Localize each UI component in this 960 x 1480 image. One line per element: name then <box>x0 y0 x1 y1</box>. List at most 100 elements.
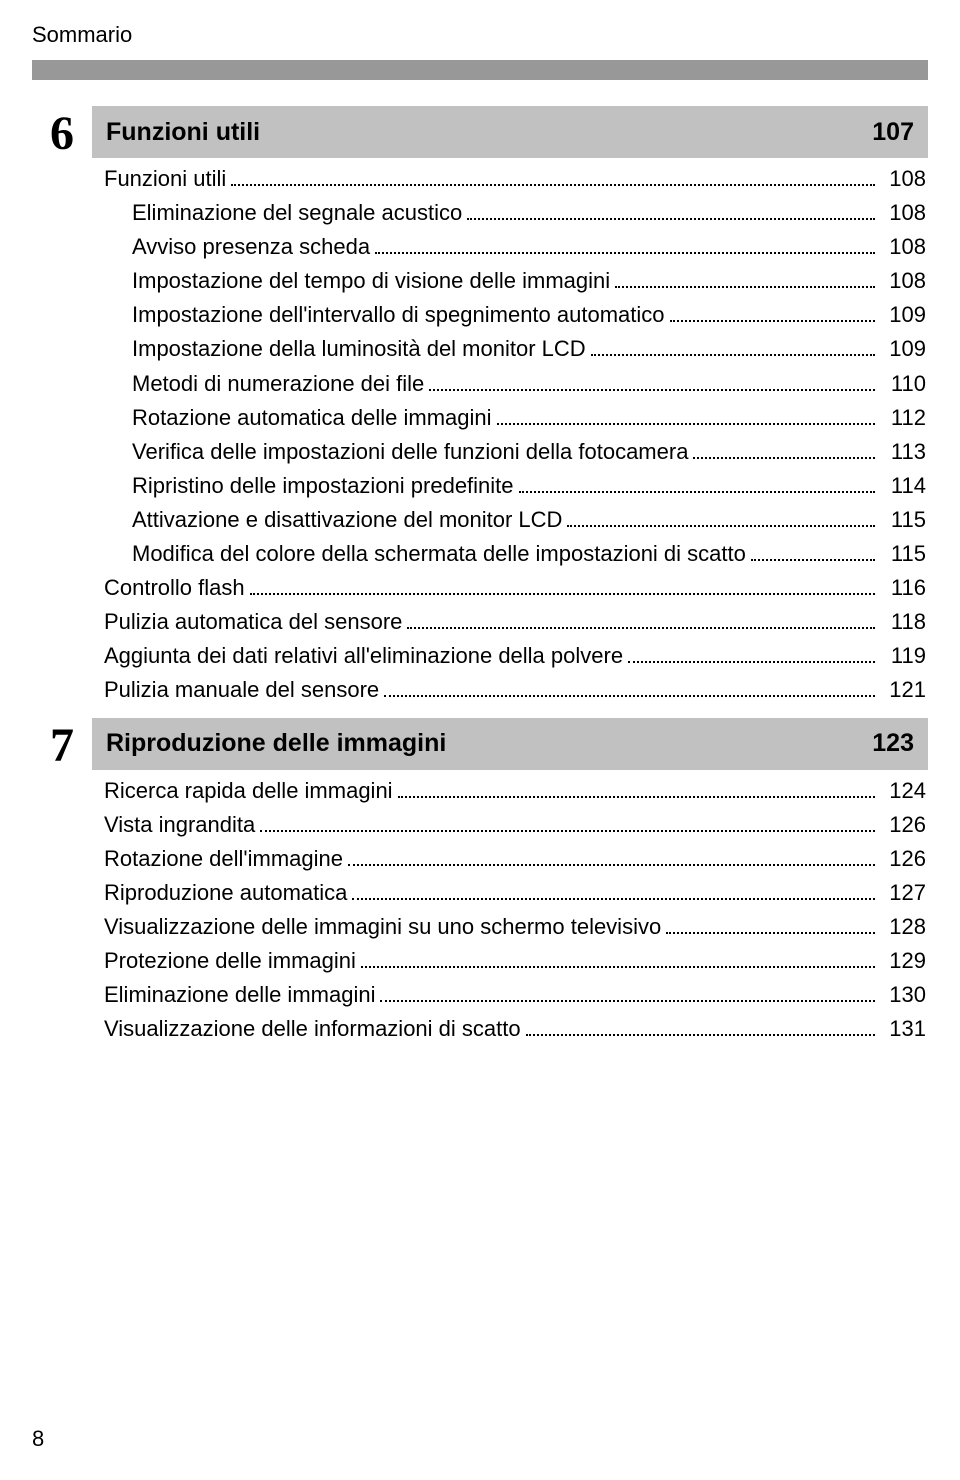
page-number: 8 <box>32 1426 44 1452</box>
section-title-bar: Funzioni utili 107 <box>92 106 928 158</box>
toc-entry: Aggiunta dei dati relativi all'eliminazi… <box>104 639 926 673</box>
toc-entry-page: 130 <box>880 978 926 1012</box>
section-header: 6 Funzioni utili 107 <box>32 106 928 158</box>
toc-leader-dots <box>407 609 875 629</box>
toc-entry: Impostazione della luminosità del monito… <box>104 332 926 366</box>
toc-entry: Controllo flash 116 <box>104 571 926 605</box>
toc-leader-dots <box>361 948 875 968</box>
toc-leader-dots <box>467 200 875 220</box>
toc-entry-page: 115 <box>880 503 926 537</box>
toc-entry-page: 114 <box>880 469 926 503</box>
toc-leader-dots <box>429 371 875 391</box>
toc-entry: Protezione delle immagini 129 <box>104 944 926 978</box>
toc-entry: Impostazione del tempo di visione delle … <box>104 264 926 298</box>
toc-entry-page: 129 <box>880 944 926 978</box>
toc-entry: Eliminazione del segnale acustico108 <box>104 196 926 230</box>
section-page: 107 <box>872 118 914 147</box>
toc-entry-page: 118 <box>880 605 926 639</box>
toc-leader-dots <box>231 166 875 186</box>
toc-entry-label: Ricerca rapida delle immagini <box>104 774 393 808</box>
toc-entry-page: 112 <box>880 401 926 435</box>
toc-leader-dots <box>260 812 875 832</box>
toc-entry: Pulizia automatica del sensore 118 <box>104 605 926 639</box>
toc-leader-dots <box>615 268 875 288</box>
toc-entry-page: 108 <box>880 162 926 196</box>
toc-list: Funzioni utili108Eliminazione del segnal… <box>32 162 928 708</box>
section-header: 7Riproduzione delle immagini123 <box>32 718 928 770</box>
toc-entry: Attivazione e disattivazione del monitor… <box>104 503 926 537</box>
toc-entry: Visualizzazione delle informazioni di sc… <box>104 1012 926 1046</box>
toc-entry: Pulizia manuale del sensore 121 <box>104 673 926 707</box>
toc-entry: Vista ingrandita 126 <box>104 808 926 842</box>
toc-entry-page: 127 <box>880 876 926 910</box>
toc-leader-dots <box>380 982 875 1002</box>
toc-entry-label: Riproduzione automatica <box>104 876 347 910</box>
toc-leader-dots <box>751 541 875 561</box>
toc-entry-label: Protezione delle immagini <box>104 944 356 978</box>
toc-entry-label: Controllo flash <box>104 571 245 605</box>
toc-entry-label: Eliminazione delle immagini <box>104 978 375 1012</box>
toc-leader-dots <box>591 337 875 357</box>
toc-entry: Avviso presenza scheda108 <box>104 230 926 264</box>
toc-entry-page: 108 <box>880 196 926 230</box>
toc-entry-page: 128 <box>880 910 926 944</box>
toc-entry: Ripristino delle impostazioni predefinit… <box>104 469 926 503</box>
page-header: Sommario <box>0 0 960 48</box>
toc-leader-dots <box>352 880 875 900</box>
toc-entry-label: Ripristino delle impostazioni predefinit… <box>132 469 514 503</box>
toc-entry-label: Impostazione della luminosità del monito… <box>132 332 586 366</box>
toc-entry-label: Rotazione dell'immagine <box>104 842 343 876</box>
toc-entry-label: Pulizia automatica del sensore <box>104 605 402 639</box>
section-number: 6 <box>32 106 92 158</box>
toc-entry-page: 121 <box>880 673 926 707</box>
toc-entry: Verifica delle impostazioni delle funzio… <box>104 435 926 469</box>
toc-entry: Modifica del colore della schermata dell… <box>104 537 926 571</box>
toc-entry-label: Attivazione e disattivazione del monitor… <box>132 503 562 537</box>
toc-entry-label: Impostazione del tempo di visione delle … <box>132 264 610 298</box>
toc-entry-label: Modifica del colore della schermata dell… <box>132 537 746 571</box>
toc-leader-dots <box>375 234 875 254</box>
toc-entry-label: Rotazione automatica delle immagini <box>132 401 492 435</box>
toc-content: 6Funzioni utili107Funzioni utili108Elimi… <box>0 80 960 1046</box>
toc-leader-dots <box>519 473 875 493</box>
toc-entry-label: Funzioni utili <box>104 162 226 196</box>
toc-entry-page: 119 <box>880 639 926 673</box>
toc-entry-page: 109 <box>880 298 926 332</box>
toc-list: Ricerca rapida delle immagini124Vista in… <box>32 774 928 1047</box>
toc-entry-page: 116 <box>880 571 926 605</box>
toc-entry-page: 108 <box>880 264 926 298</box>
toc-leader-dots <box>384 678 875 698</box>
toc-entry: Ricerca rapida delle immagini 124 <box>104 774 926 808</box>
toc-leader-dots <box>526 1016 875 1036</box>
toc-leader-dots <box>666 914 875 934</box>
section-title-bar: Riproduzione delle immagini 123 <box>92 718 928 770</box>
toc-entry-page: 131 <box>880 1012 926 1046</box>
toc-entry-page: 126 <box>880 808 926 842</box>
toc-entry: Visualizzazione delle immagini su uno sc… <box>104 910 926 944</box>
toc-entry-page: 109 <box>880 332 926 366</box>
toc-leader-dots <box>497 405 875 425</box>
toc-leader-dots <box>670 303 875 323</box>
toc-entry: Funzioni utili 108 <box>104 162 926 196</box>
section-title: Funzioni utili <box>106 118 260 147</box>
toc-entry: Rotazione automatica delle immagini 112 <box>104 401 926 435</box>
toc-entry-page: 124 <box>880 774 926 808</box>
toc-entry-label: Vista ingrandita <box>104 808 255 842</box>
toc-leader-dots <box>628 644 875 664</box>
toc-entry: Riproduzione automatica 127 <box>104 876 926 910</box>
toc-entry-label: Aggiunta dei dati relativi all'eliminazi… <box>104 639 623 673</box>
section-title: Riproduzione delle immagini <box>106 729 446 758</box>
toc-entry: Metodi di numerazione dei file110 <box>104 367 926 401</box>
toc-entry-page: 113 <box>880 435 926 469</box>
toc-entry-label: Visualizzazione delle informazioni di sc… <box>104 1012 521 1046</box>
toc-entry: Impostazione dell'intervallo di spegnime… <box>104 298 926 332</box>
toc-entry-page: 115 <box>880 537 926 571</box>
toc-entry-label: Impostazione dell'intervallo di spegnime… <box>132 298 665 332</box>
toc-entry: Rotazione dell'immagine126 <box>104 842 926 876</box>
toc-leader-dots <box>398 778 875 798</box>
toc-entry: Eliminazione delle immagini 130 <box>104 978 926 1012</box>
toc-entry-page: 108 <box>880 230 926 264</box>
section-page: 123 <box>872 729 914 758</box>
toc-leader-dots <box>348 846 875 866</box>
toc-entry-label: Pulizia manuale del sensore <box>104 673 379 707</box>
